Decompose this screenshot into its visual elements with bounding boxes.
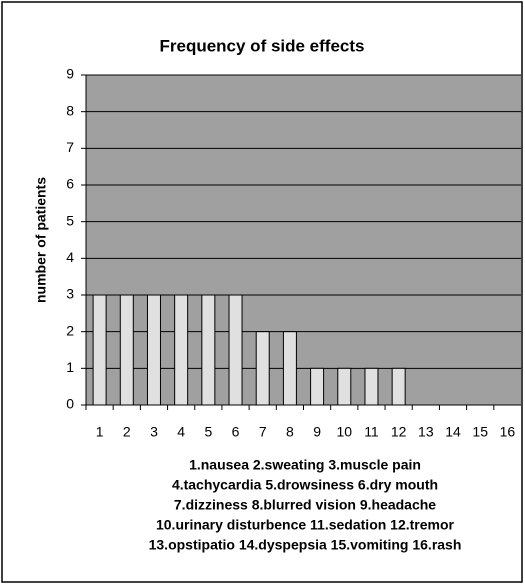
x-tick-label: 2 [123, 424, 131, 440]
bar [201, 294, 216, 406]
x-tick-label: 4 [177, 424, 185, 440]
x-tick-label: 11 [364, 424, 379, 440]
y-tick-label: 0 [66, 396, 74, 412]
legend-note: 4.tachycardia 5.drowsiness 6.dry mouth [172, 477, 438, 493]
bar [146, 294, 161, 406]
y-axis-label: number of patients [33, 177, 49, 303]
x-tick-label: 6 [232, 424, 240, 440]
x-tick-label: 10 [336, 424, 352, 440]
legend-note: 10.urinary disturbence 11.sedation 12.tr… [156, 517, 455, 533]
x-tick-label: 14 [445, 424, 461, 440]
x-tick-label: 12 [391, 424, 407, 440]
y-tick-label: 2 [66, 322, 74, 338]
y-tick-label: 8 [66, 102, 74, 118]
y-tick-label: 5 [66, 212, 74, 228]
bar [92, 294, 107, 406]
bar [282, 331, 297, 406]
bar [255, 331, 270, 406]
x-tick-label: 15 [472, 424, 488, 440]
y-tick-label: 6 [66, 176, 74, 192]
x-tick-label: 9 [313, 424, 321, 440]
x-tick-label: 16 [500, 424, 516, 440]
y-tick-label: 3 [66, 286, 74, 302]
chart-title: Frequency of side effects [159, 36, 364, 55]
bar [174, 294, 189, 406]
legend-note: 1.nausea 2.sweating 3.muscle pain [189, 457, 421, 473]
bar [310, 367, 325, 406]
legend-note: 7.dizziness 8.blurred vision 9.headache [174, 497, 436, 513]
bar [391, 367, 406, 406]
x-tick-label: 3 [150, 424, 158, 440]
bar [228, 294, 243, 406]
bar [337, 367, 352, 406]
y-tick-label: 1 [66, 359, 74, 375]
x-tick-label: 13 [418, 424, 434, 440]
x-tick-label: 7 [259, 424, 267, 440]
x-tick-label: 5 [204, 424, 212, 440]
bar [119, 294, 134, 406]
legend-note: 13.opstipatio 14.dyspepsia 15.vomiting 1… [149, 537, 462, 553]
bar [364, 367, 379, 406]
y-tick-label: 9 [66, 66, 74, 82]
y-tick-label: 7 [66, 139, 74, 155]
x-tick-label: 1 [96, 424, 104, 440]
x-tick-label: 8 [286, 424, 294, 440]
y-tick-label: 4 [66, 249, 74, 265]
